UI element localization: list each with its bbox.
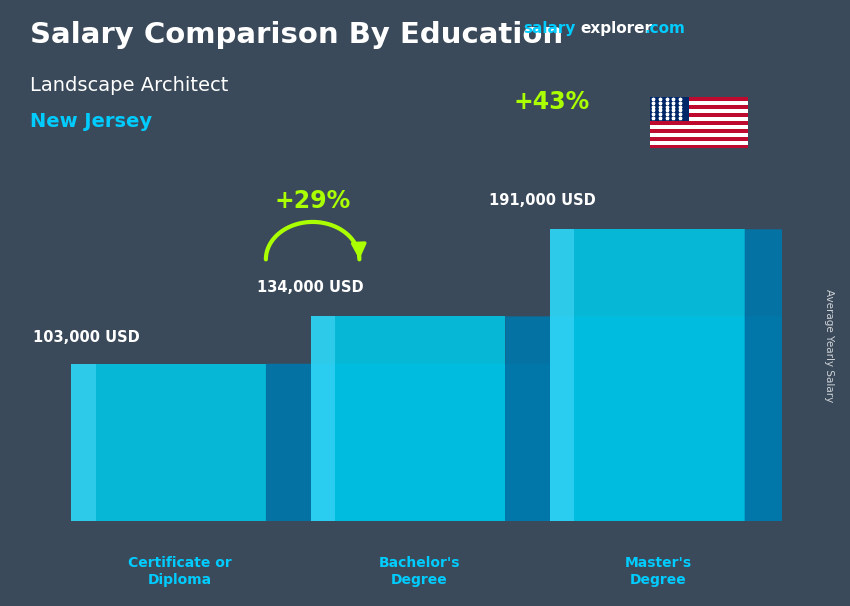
Text: Salary Comparison By Education: Salary Comparison By Education [30, 21, 563, 49]
Polygon shape [505, 316, 850, 521]
Polygon shape [71, 364, 266, 521]
Bar [650, 133, 748, 136]
Polygon shape [745, 229, 850, 521]
Text: Bachelor's
Degree: Bachelor's Degree [378, 556, 460, 587]
Text: New Jersey: New Jersey [30, 112, 152, 131]
Bar [650, 125, 748, 128]
Polygon shape [311, 316, 335, 521]
Text: 134,000 USD: 134,000 USD [258, 280, 364, 295]
Text: salary: salary [523, 21, 575, 36]
Text: Master's
Degree: Master's Degree [625, 556, 692, 587]
Text: 191,000 USD: 191,000 USD [490, 193, 596, 208]
Polygon shape [311, 316, 505, 521]
Polygon shape [550, 229, 850, 235]
Text: explorer: explorer [581, 21, 653, 36]
Polygon shape [550, 229, 575, 521]
Bar [650, 97, 748, 101]
Bar [650, 136, 748, 141]
Bar [650, 109, 748, 113]
Text: +43%: +43% [514, 90, 590, 114]
Bar [650, 121, 748, 125]
Bar [650, 117, 748, 121]
Polygon shape [311, 316, 850, 321]
Bar [650, 144, 748, 148]
Bar [650, 141, 748, 144]
Bar [650, 113, 748, 117]
Text: 103,000 USD: 103,000 USD [33, 330, 139, 345]
Text: Certificate or
Diploma: Certificate or Diploma [128, 556, 232, 587]
Polygon shape [550, 229, 745, 521]
Text: .com: .com [644, 21, 685, 36]
Polygon shape [266, 364, 850, 521]
Polygon shape [71, 364, 850, 367]
Text: Average Yearly Salary: Average Yearly Salary [824, 289, 834, 402]
Polygon shape [71, 364, 96, 521]
Bar [650, 97, 689, 121]
Bar [650, 101, 748, 105]
Text: Landscape Architect: Landscape Architect [30, 76, 228, 95]
Text: +29%: +29% [275, 189, 351, 213]
Bar [650, 105, 748, 109]
Bar [650, 128, 748, 133]
